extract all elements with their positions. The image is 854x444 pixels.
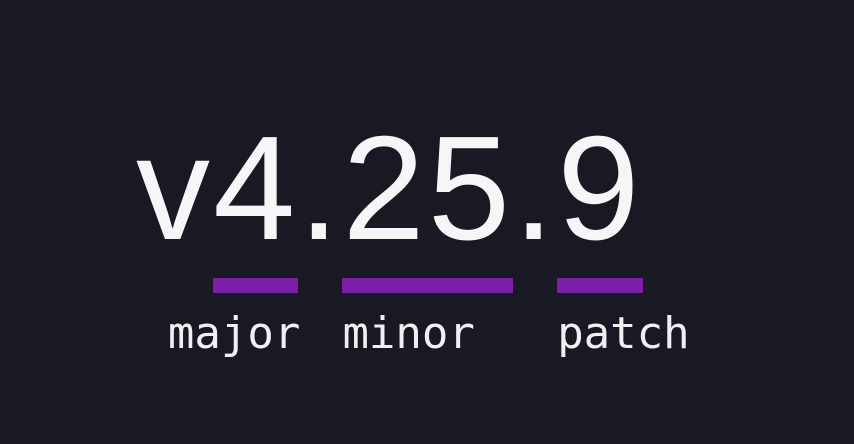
version-minor: 25 bbox=[342, 106, 514, 271]
patch-label: patch bbox=[557, 308, 690, 359]
version-separator: . bbox=[298, 106, 343, 271]
version-minor-group: 25 minor bbox=[342, 115, 514, 356]
version-patch-group: 9 patch bbox=[557, 115, 690, 356]
version-prefix: v bbox=[136, 106, 213, 271]
patch-underline-bar bbox=[557, 278, 643, 293]
version-number: v4 major .25 minor .9 patch bbox=[136, 115, 690, 356]
version-separator: . bbox=[513, 106, 558, 271]
major-label: major bbox=[167, 308, 301, 359]
version-major: 4 bbox=[213, 106, 299, 271]
version-major-group: 4 major bbox=[168, 115, 300, 356]
minor-label: minor bbox=[342, 308, 475, 359]
version-patch: 9 bbox=[557, 106, 643, 271]
minor-underline-bar bbox=[342, 278, 514, 293]
major-underline-bar bbox=[213, 278, 299, 293]
